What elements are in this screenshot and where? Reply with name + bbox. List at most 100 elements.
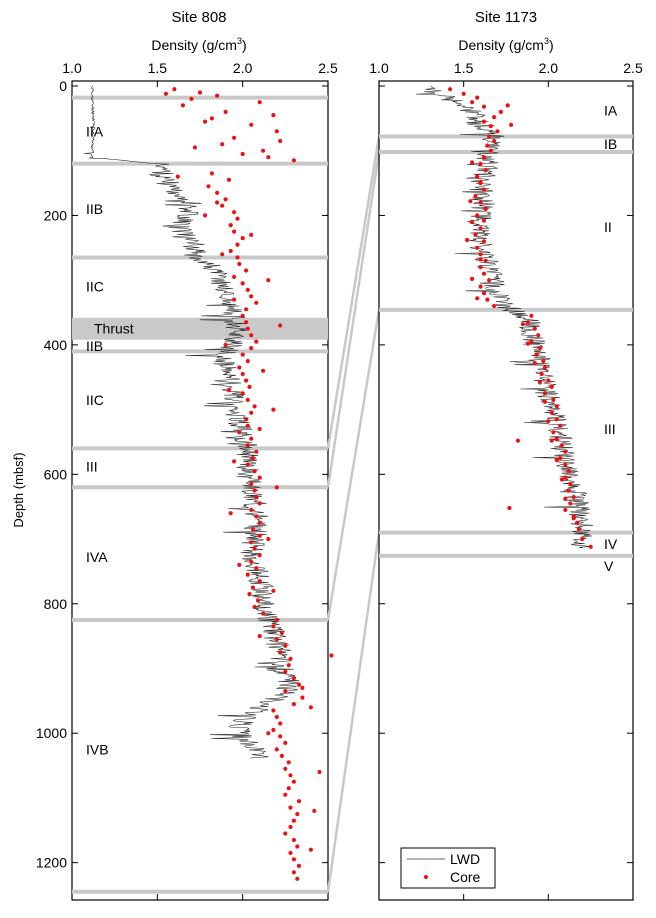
x-tick-label: 1.5 (454, 60, 474, 76)
core-point (588, 544, 593, 549)
core-point (240, 313, 245, 318)
core-point (163, 91, 168, 96)
core-point (475, 213, 480, 218)
core-point (492, 138, 497, 144)
core-point (244, 320, 249, 325)
core-point (473, 193, 478, 199)
site-808-boundaries: Thrust (72, 95, 328, 894)
core-point (257, 426, 262, 432)
legend-core-label: Core (450, 869, 481, 885)
x-tick-label: 2.0 (233, 60, 253, 76)
unit-label: IIB (86, 201, 103, 217)
unit-label: III (86, 459, 98, 475)
core-point (203, 119, 208, 124)
core-point (478, 200, 483, 205)
core-point (254, 339, 259, 344)
core-point (274, 714, 279, 720)
core-point (245, 572, 250, 577)
core-point (485, 143, 490, 148)
site-808-ticks: 1.0 1.5 2.0 2.5 0 200 400 600 800 1000 1200 (36, 60, 338, 900)
core-point (254, 494, 259, 500)
core-point (488, 124, 493, 129)
core-point (473, 232, 478, 237)
core-point (240, 281, 245, 286)
core-point (576, 527, 581, 532)
core-point (551, 397, 556, 402)
core-point (291, 870, 296, 875)
core-point (481, 155, 487, 160)
core-point (580, 536, 585, 542)
core-point (481, 271, 487, 276)
y-tick-label: 0 (59, 78, 67, 94)
legend: LWD Core (400, 847, 496, 889)
core-point (278, 138, 283, 144)
thrust-zone-label: Thrust (94, 321, 134, 337)
core-point (232, 229, 237, 234)
core-point (329, 653, 334, 658)
core-point (563, 496, 568, 501)
core-point (250, 527, 255, 532)
core-point (252, 469, 257, 474)
core-point (237, 261, 242, 267)
core-point (283, 669, 288, 674)
core-point (549, 410, 554, 415)
core-point (291, 837, 296, 843)
core-point (571, 516, 576, 521)
y-tick-label: 1000 (36, 725, 67, 741)
legend-core-swatch (424, 875, 428, 879)
core-point (249, 333, 254, 338)
core-point (520, 322, 526, 327)
core-point (257, 475, 262, 480)
core-point (261, 148, 266, 153)
core-point (245, 397, 250, 402)
core-point (505, 103, 510, 108)
core-point (283, 792, 288, 797)
core-point (223, 197, 228, 202)
legend-lwd-label: LWD (450, 851, 480, 867)
core-point (257, 501, 262, 506)
core-point (249, 436, 254, 441)
core-point (291, 857, 296, 862)
core-point (271, 624, 276, 629)
core-point (237, 365, 242, 370)
core-point (228, 223, 233, 228)
core-point (478, 265, 483, 270)
core-point (252, 404, 257, 409)
x-tick-label: 1.0 (62, 60, 82, 76)
core-point (245, 287, 250, 292)
core-point (288, 656, 293, 661)
tie-line (326, 532, 381, 892)
unit-label: IIC (86, 279, 104, 295)
x-tick-label: 2.5 (318, 60, 338, 76)
core-point (254, 449, 259, 454)
core-point (507, 505, 512, 511)
core-point (478, 257, 483, 262)
core-point (468, 199, 473, 204)
site-808-xaxis-label: Density (g/cm3) (151, 36, 246, 53)
core-point (237, 562, 242, 568)
core-point (257, 100, 262, 105)
core-point (296, 799, 302, 804)
core-point (250, 456, 255, 461)
core-point (232, 297, 237, 302)
core-point (288, 773, 293, 778)
core-point (235, 242, 240, 247)
core-point (274, 637, 279, 642)
core-point (534, 352, 539, 357)
core-point (240, 236, 245, 241)
core-point (566, 469, 571, 474)
core-point (254, 566, 259, 571)
core-point (470, 276, 475, 281)
unit-label: IIB (86, 338, 103, 354)
core-point (257, 553, 262, 558)
tie-line (326, 151, 381, 488)
core-point (478, 179, 483, 184)
core-point (291, 676, 296, 681)
site-1173-plot-frame (378, 80, 634, 901)
core-point (286, 760, 291, 765)
core-point (541, 359, 546, 364)
core-point (475, 95, 480, 100)
core-point (532, 360, 537, 366)
core-point (483, 168, 488, 173)
site-808-title: Site 808 (171, 9, 226, 26)
